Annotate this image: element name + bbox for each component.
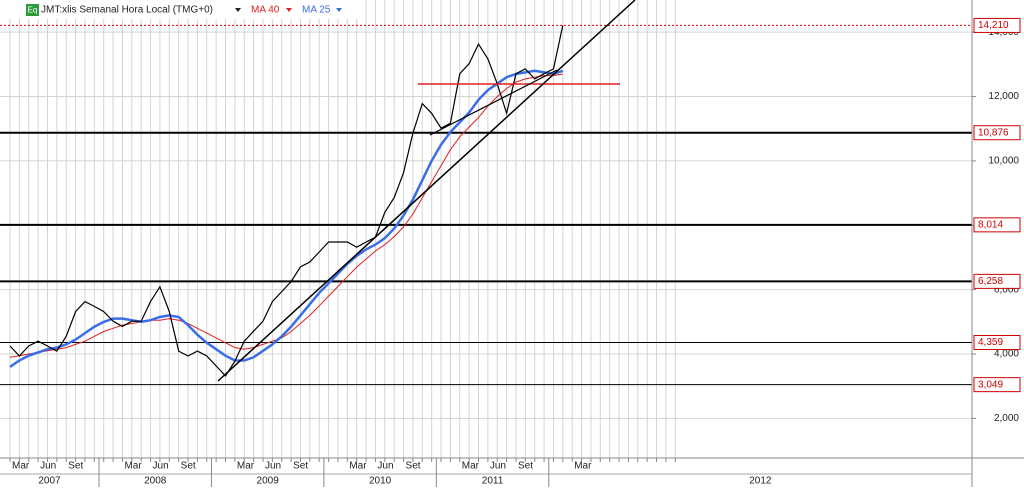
x-tick-label: Mar xyxy=(462,461,480,472)
level-box xyxy=(973,377,1021,393)
grid xyxy=(0,0,972,458)
x-tick-label: Mar xyxy=(237,461,255,472)
year-label: 2009 xyxy=(257,476,280,487)
level-box xyxy=(973,217,1021,233)
y-tick-label: 2,000 xyxy=(994,413,1019,424)
year-label: 2008 xyxy=(144,476,167,487)
dropdown-arrow[interactable] xyxy=(336,8,342,12)
y-tick-label: 4,000 xyxy=(994,349,1019,360)
series-line xyxy=(9,69,564,368)
x-tick-label: Set xyxy=(181,461,196,472)
x-tick-label: Mar xyxy=(349,461,367,472)
x-tick-label: Mar xyxy=(574,461,592,472)
header-bg xyxy=(0,0,360,19)
y-tick-label: 10,000 xyxy=(988,156,1019,167)
dropdown-arrow[interactable] xyxy=(235,8,241,12)
level-box xyxy=(973,334,1021,350)
x-tick-label: Mar xyxy=(12,461,30,472)
y-tick-label: 6,000 xyxy=(994,284,1019,295)
header: Eq JMT:xlis Semanal Hora Local (TMG+0) M… xyxy=(0,0,360,19)
axis: Mar Jun Set Mar Jun Set Mar Jun Set Mar Jun Set Mar J… xyxy=(9,17,1021,487)
trend-line xyxy=(217,0,636,382)
y-tick-label: 12,000 xyxy=(988,91,1019,102)
year-label: 2007 xyxy=(38,476,61,487)
series-line xyxy=(9,73,563,358)
year-label: 2010 xyxy=(369,476,392,487)
level-label: 3,049 xyxy=(978,379,1003,390)
trend-line xyxy=(429,69,558,136)
x-tick-label: Mar xyxy=(124,461,142,472)
dropdown-arrow[interactable] xyxy=(286,8,292,12)
level-label: 14,210 xyxy=(978,20,1009,31)
legend-ma25[interactable]: MA 25 xyxy=(302,5,331,16)
x-tick-label: Jun xyxy=(490,461,506,472)
eq-icon-text: Eq xyxy=(28,6,38,15)
level-box xyxy=(973,125,1021,141)
level-label: 4,359 xyxy=(978,337,1003,348)
level-label: 6,258 xyxy=(978,276,1003,287)
eq-icon[interactable] xyxy=(26,4,39,16)
year-label: 2011 xyxy=(482,476,504,487)
x-tick-label: Set xyxy=(293,461,308,472)
levels xyxy=(0,24,972,386)
x-tick-label: Jun xyxy=(153,461,169,472)
level-label: 8,014 xyxy=(978,219,1003,230)
level-label: 10,876 xyxy=(978,127,1009,138)
x-tick-label: Set xyxy=(518,461,533,472)
instrument-name[interactable]: JMT:xlis Semanal Hora Local (TMG+0) xyxy=(41,5,213,16)
x-tick-label: Jun xyxy=(40,461,56,472)
x-tick-label: Set xyxy=(68,461,83,472)
level-box xyxy=(973,273,1021,289)
x-tick-label: Set xyxy=(406,461,421,472)
lines xyxy=(9,25,564,377)
legend-ma40[interactable]: MA 40 xyxy=(251,5,280,16)
x-tick-label: Jun xyxy=(377,461,393,472)
year-label: 2012 xyxy=(749,476,772,487)
x-tick-label: Jun xyxy=(265,461,281,472)
level-box xyxy=(973,17,1021,33)
series-line xyxy=(9,25,564,377)
